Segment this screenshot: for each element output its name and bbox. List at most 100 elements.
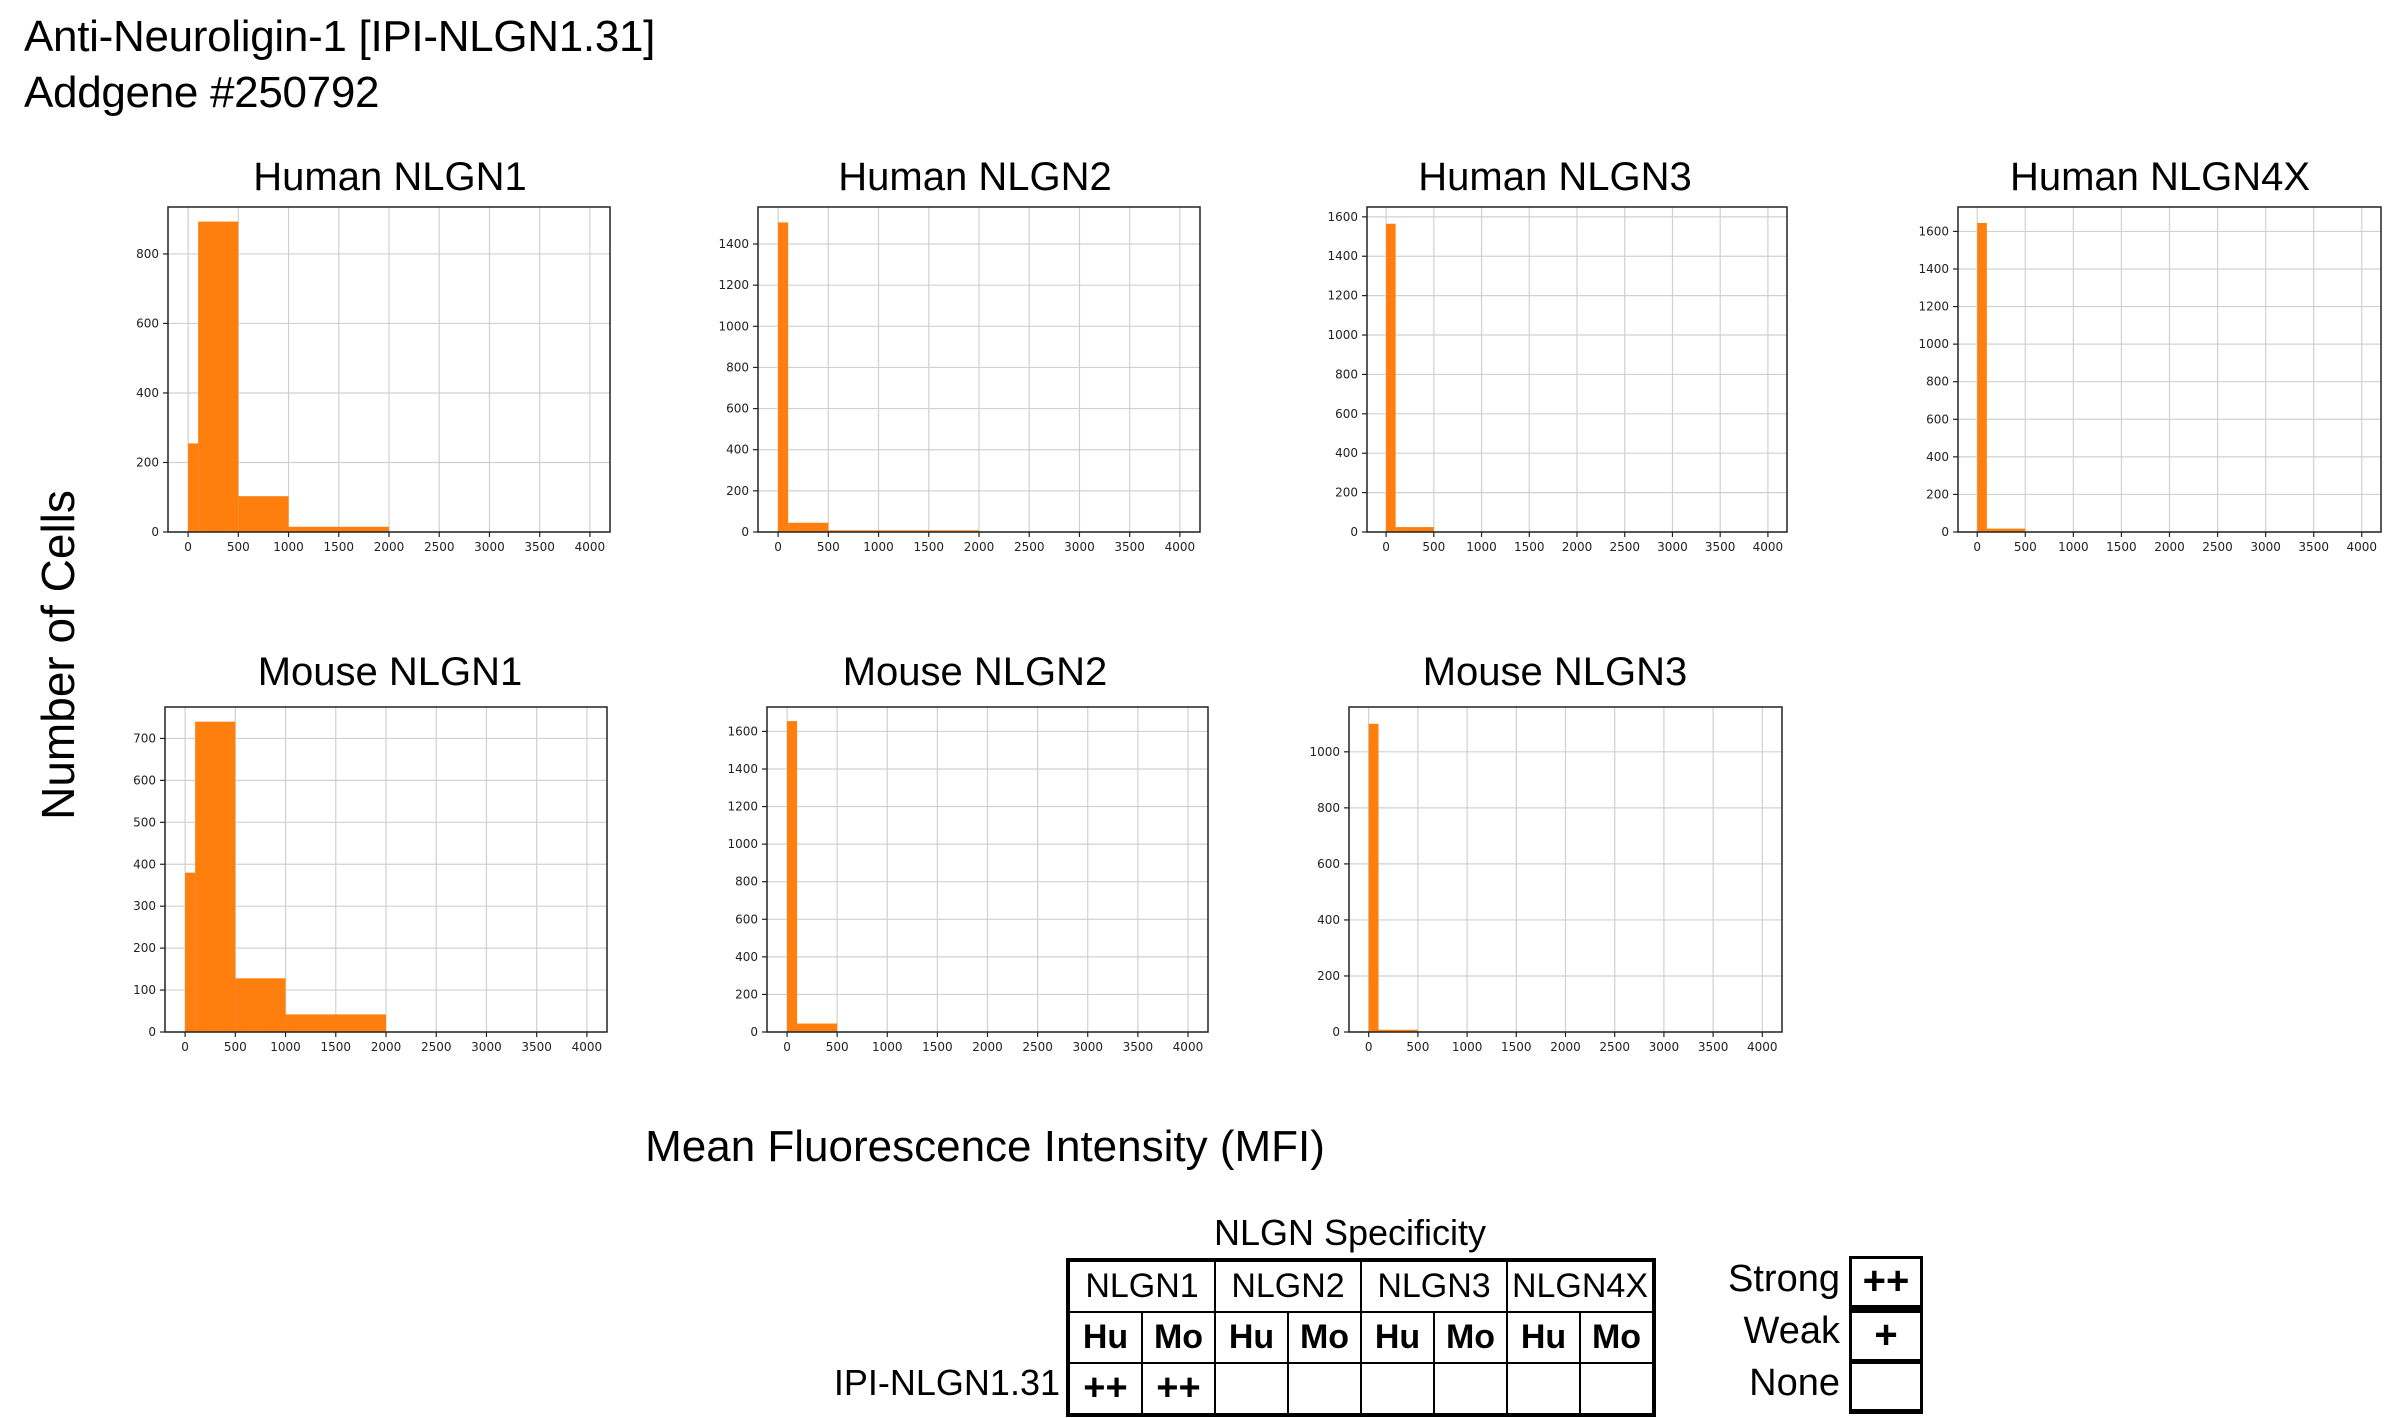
- y-tick-label: 400: [726, 443, 749, 457]
- group-nlgn2: NLGN2: [1214, 1259, 1362, 1313]
- y-tick-label: 800: [726, 360, 749, 374]
- y-tick-label: 200: [1926, 487, 1949, 501]
- y-tick-label: 400: [1335, 446, 1358, 460]
- legend-strong-label: Strong: [1728, 1258, 1840, 1300]
- y-tick-label: 1000: [1918, 337, 1949, 351]
- species-nlgn3-hu: Hu: [1360, 1311, 1435, 1364]
- x-tick-label: 2000: [964, 540, 995, 554]
- histogram-bar: [285, 1014, 386, 1032]
- y-tick-label: 0: [151, 525, 159, 539]
- legend-none-box: [1849, 1360, 1923, 1414]
- result-nlgn1-mo: ++: [1141, 1362, 1216, 1416]
- group-nlgn4x: NLGN4X: [1506, 1259, 1655, 1313]
- y-tick-label: 1000: [727, 837, 758, 851]
- x-axis-label: Mean Fluorescence Intensity (MFI): [645, 1122, 1325, 1171]
- y-tick-label: 600: [1317, 857, 1340, 871]
- x-tick-label: 2500: [421, 1040, 452, 1054]
- result-row: ++ ++: [1067, 1362, 1655, 1416]
- result-nlgn2-hu: [1214, 1362, 1289, 1416]
- y-tick-label: 0: [750, 1025, 758, 1039]
- histogram-mouse-nlgn1: 0 500 1000 1500 2000 2500 3000 3500 4000 0 100 200 3…: [133, 706, 608, 1054]
- result-nlgn2-mo: [1287, 1362, 1362, 1416]
- histogram-bar: [828, 530, 979, 532]
- x-tick-label: 2500: [1599, 1040, 1630, 1054]
- y-tick-label: 200: [1317, 969, 1340, 983]
- histogram-human-nlgn4x: 0 500 1000 1500 2000 2500 3000 3500 4000 0 200 400 6…: [1918, 206, 2382, 554]
- x-tick-label: 1000: [1466, 540, 1497, 554]
- x-tick-label: 1500: [913, 540, 944, 554]
- x-tick-label: 1500: [323, 540, 354, 554]
- x-tick-label: 4000: [572, 1040, 603, 1054]
- y-tick-label: 1200: [1918, 300, 1949, 314]
- histogram-bar: [188, 443, 199, 532]
- addgene-id: Addgene #250792: [24, 68, 380, 117]
- species-nlgn1-hu: Hu: [1067, 1311, 1143, 1364]
- y-tick-label: 400: [1926, 450, 1949, 464]
- y-tick-label: 600: [133, 773, 156, 787]
- panel-title-human-nlgn2: Human NLGN2: [838, 155, 1112, 199]
- y-tick-label: 200: [726, 484, 749, 498]
- histogram-bar: [797, 1023, 838, 1032]
- x-tick-label: 3000: [2250, 540, 2281, 554]
- x-tick-label: 1000: [1452, 1040, 1483, 1054]
- x-tick-label: 500: [1406, 1040, 1429, 1054]
- panel-title-mouse-nlgn2: Mouse NLGN2: [842, 650, 1108, 694]
- y-tick-label: 1200: [727, 800, 758, 814]
- x-tick-label: 2500: [1609, 540, 1640, 554]
- y-tick-label: 0: [1332, 1025, 1340, 1039]
- histogram-bar: [788, 522, 829, 532]
- x-tick-label: 3500: [1705, 540, 1736, 554]
- x-tick-label: 500: [1422, 540, 1445, 554]
- x-tick-label: 2000: [371, 1040, 402, 1054]
- y-tick-label: 1000: [1309, 745, 1340, 759]
- x-tick-label: 1000: [2058, 540, 2089, 554]
- x-tick-label: 3500: [521, 1040, 552, 1054]
- x-tick-label: 2500: [424, 540, 455, 554]
- species-nlgn3-mo: Mo: [1433, 1311, 1508, 1364]
- y-tick-label: 400: [1317, 913, 1340, 927]
- y-tick-label: 800: [136, 247, 159, 261]
- y-tick-label: 1400: [727, 762, 758, 776]
- histogram-human-nlgn3: 0 500 1000 1500 2000 2500 3000 3500 4000 0 200 400 6…: [1327, 206, 1788, 554]
- y-tick-label: 1000: [718, 319, 749, 333]
- specificity-table: NLGN1 NLGN2 NLGN3 NLGN4X Hu Mo Hu Mo Hu …: [1066, 1258, 1656, 1417]
- histogram-bar: [235, 978, 286, 1032]
- panel-title-human-nlgn3: Human NLGN3: [1418, 155, 1692, 199]
- panel-title-mouse-nlgn3: Mouse NLGN3: [1422, 650, 1688, 694]
- histogram-bar: [1986, 528, 2026, 532]
- x-tick-label: 4000: [2346, 540, 2377, 554]
- x-tick-label: 4000: [1753, 540, 1784, 554]
- y-tick-label: 1200: [718, 278, 749, 292]
- legend-strong-box: ++: [1849, 1256, 1923, 1310]
- species-nlgn2-hu: Hu: [1214, 1311, 1289, 1364]
- result-nlgn3-mo: [1433, 1362, 1508, 1416]
- panel-title-human-nlgn4x: Human NLGN4X: [2009, 155, 2311, 199]
- y-tick-label: 700: [133, 731, 156, 745]
- legend-weak-label: Weak: [1743, 1310, 1840, 1352]
- x-tick-label: 3500: [1114, 540, 1145, 554]
- x-tick-label: 3000: [474, 540, 505, 554]
- y-tick-label: 1000: [1327, 328, 1358, 342]
- y-tick-label: 800: [1926, 375, 1949, 389]
- x-tick-label: 4000: [1165, 540, 1196, 554]
- x-tick-label: 0: [1382, 540, 1390, 554]
- result-nlgn4x-hu: [1506, 1362, 1581, 1416]
- x-tick-label: 2000: [374, 540, 405, 554]
- group-nlgn3: NLGN3: [1360, 1259, 1508, 1313]
- y-tick-label: 0: [741, 525, 749, 539]
- y-tick-label: 400: [735, 950, 758, 964]
- x-tick-label: 3500: [524, 540, 555, 554]
- y-tick-label: 600: [1335, 407, 1358, 421]
- y-tick-label: 1400: [718, 237, 749, 251]
- species-nlgn4x-hu: Hu: [1506, 1311, 1581, 1364]
- panel-title-human-nlgn1: Human NLGN1: [253, 155, 527, 199]
- y-tick-label: 600: [1926, 412, 1949, 426]
- x-tick-label: 3000: [471, 1040, 502, 1054]
- x-tick-label: 500: [817, 540, 840, 554]
- x-tick-label: 1000: [872, 1040, 903, 1054]
- x-tick-label: 3500: [1698, 1040, 1729, 1054]
- histogram-mouse-nlgn3: 0 500 1000 1500 2000 2500 3000 3500 4000 0 200 400 6…: [1309, 706, 1783, 1054]
- y-tick-label: 1600: [1327, 210, 1358, 224]
- x-tick-label: 4000: [575, 540, 606, 554]
- y-tick-label: 300: [133, 899, 156, 913]
